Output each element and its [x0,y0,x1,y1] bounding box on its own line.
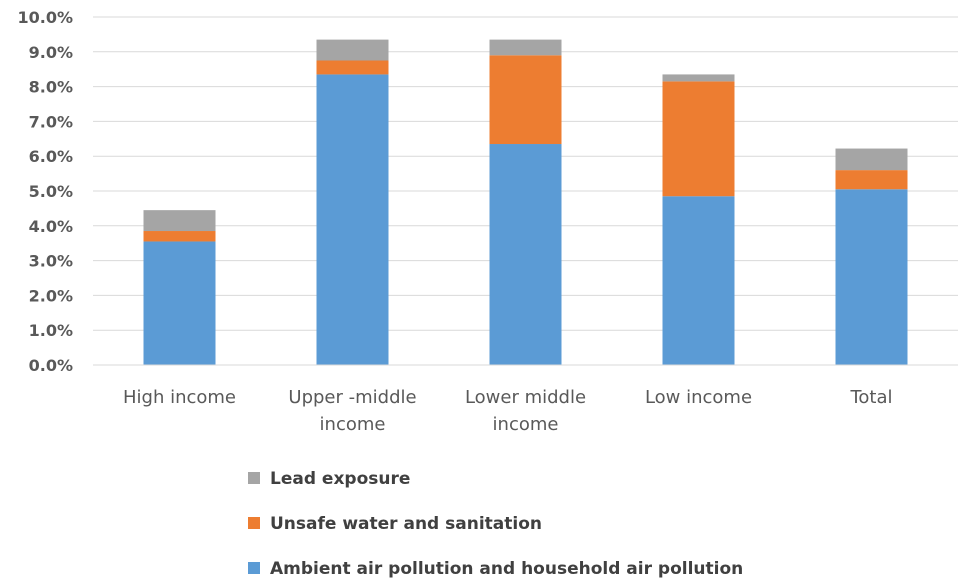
bar-segment [489,55,562,145]
bar-segment [143,231,216,242]
legend-label: Unsafe water and sanitation [270,514,542,534]
legend-label: Lead exposure [270,469,410,489]
x-tick-label: Lower middle [465,387,586,408]
bar-segment [489,144,562,365]
bars [143,39,908,366]
legend-swatch [248,472,260,484]
y-tick-label: 2.0% [29,286,73,305]
x-tick-label: Total [849,387,892,408]
bar-segment [316,74,389,366]
bar-segment [316,60,389,75]
x-tick-label: High income [123,387,236,408]
bar-segment [835,189,908,365]
y-tick-label: 7.0% [29,112,73,131]
legend-label: Ambient air pollution and household air … [270,559,743,579]
bar-segment [489,39,562,56]
y-axis: 0.0% 1.0% 2.0% 3.0% 4.0% 5.0% 6.0% 7.0% 8.0% 9.0%… [17,8,73,375]
y-tick-label: 6.0% [29,147,73,166]
y-tick-label: 3.0% [29,252,73,271]
x-tick-label: income [320,414,386,435]
bar-segment [316,39,389,61]
bar-segment [143,210,216,232]
bar-segment [835,170,908,190]
x-axis: High income Upper -middle income Lower midd… [93,364,958,435]
legend-swatch [248,562,260,574]
y-tick-label: 10.0% [17,8,73,27]
x-tick-label: Upper -middle [288,387,416,408]
bar-segment [662,81,735,197]
legend: Lead exposure Unsafe water and sanitation… [248,469,743,579]
bar-segment [143,241,216,365]
legend-swatch [248,517,260,529]
x-tick-label: Low income [645,387,752,408]
bar-segment [835,148,908,171]
bar-segment [662,74,735,82]
bar-segment [662,196,735,365]
y-tick-label: 4.0% [29,217,73,236]
y-tick-label: 9.0% [29,43,73,62]
y-tick-label: 1.0% [29,321,73,340]
x-tick-label: income [493,414,559,435]
y-tick-label: 0.0% [29,356,73,375]
y-tick-label: 8.0% [29,78,73,97]
y-tick-label: 5.0% [29,182,73,201]
